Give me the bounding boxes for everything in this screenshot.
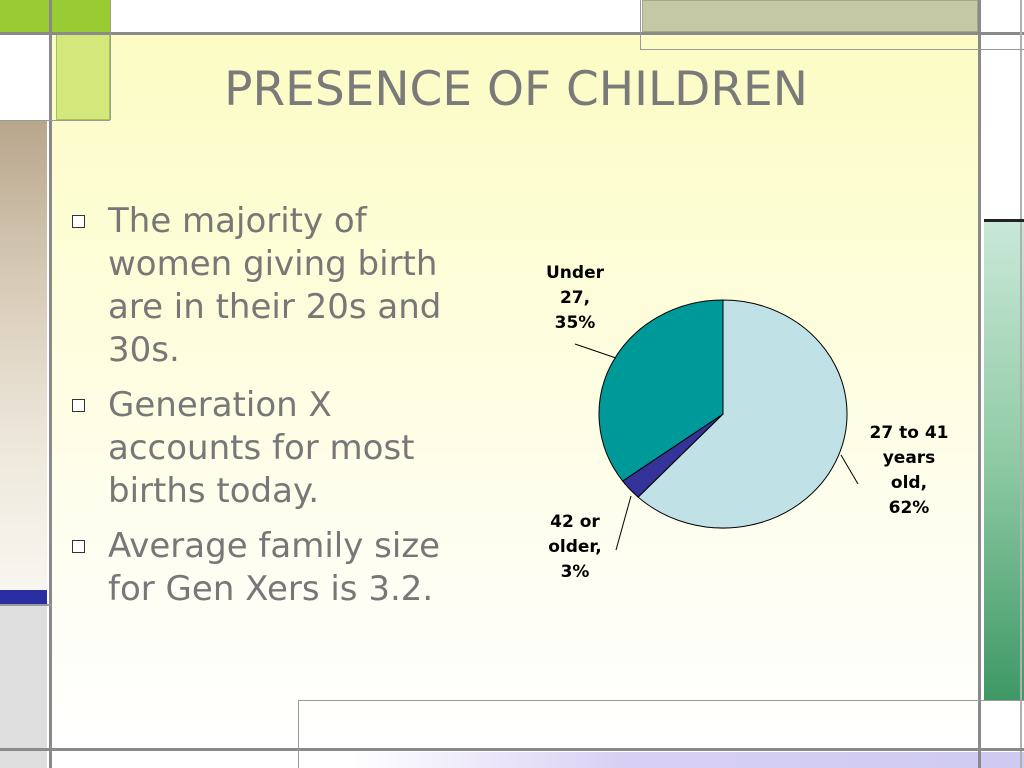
decor-lime-block [0,0,110,32]
decor-navy-strip [0,590,47,604]
decor-green-block [984,222,1024,700]
square-bullet-icon [72,399,85,412]
pie-data-label: 42 or older, 3% [548,512,602,582]
pie-data-label: 27 to 41 years old, 62% [870,423,949,518]
bullet-text: Generation X accounts for most births to… [108,385,415,511]
pie-data-label: Under 27, 35% [546,263,605,333]
square-bullet-icon [72,540,85,553]
pie-leader-lines [574,343,859,551]
pie-slices [598,299,848,529]
bullet-text: Average family size for Gen Xers is 3.2. [108,526,441,609]
bullet-text: The majority of women giving birth are i… [108,201,442,370]
bullet-item: The majority of women giving birth are i… [72,200,492,372]
square-bullet-icon [72,215,85,228]
leader-line [840,454,859,485]
frame-thin-line [0,120,110,121]
bullet-item: Generation X accounts for most births to… [72,384,492,513]
frame-thin-line [640,49,1024,50]
frame-thin-line [298,700,1024,701]
bullet-item: Average family size for Gen Xers is 3.2. [72,525,492,611]
frame-thin-line [110,0,111,120]
pie-slice [598,299,724,482]
frame-line-bottom [0,748,1024,751]
frame-line-top [0,32,1024,35]
frame-line-right-accent [984,219,1024,222]
frame-line-right [978,0,981,768]
frame-line-left [49,0,52,768]
bullet-list: The majority of women giving birth are i… [72,200,492,623]
decor-tan-block [0,120,47,590]
decor-lavender-strip [352,752,1024,768]
frame-line-far-right [1020,0,1022,768]
frame-thin-line [0,604,52,606]
decor-olive-block [642,0,978,32]
leader-line [615,495,632,551]
decor-light-lime-block [56,34,110,120]
pie-slice [637,299,848,529]
pie-chart: 27 to 41 years old, 62% 42 or older, 3% Under 27… [546,263,948,582]
frame-thin-line [640,0,641,50]
leader-line [574,343,617,359]
pie-labels: 27 to 41 years old, 62% 42 or older, 3% Under 27… [546,263,948,582]
frame-thin-line [298,700,299,768]
decor-gray-block [0,606,47,768]
slide-title: PRESENCE OF CHILDREN [224,62,808,117]
